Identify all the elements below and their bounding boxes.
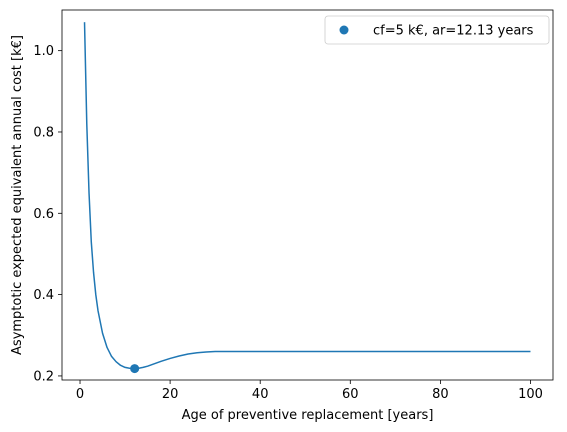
legend-marker <box>339 25 349 35</box>
x-tick-label: 60 <box>342 387 359 402</box>
x-tick-label: 0 <box>76 387 84 402</box>
plot-content <box>83 22 531 374</box>
legend-label: cf=5 k€, ar=12.13 years <box>373 24 534 39</box>
y-tick-label: 1.0 <box>33 44 54 59</box>
x-axis-ticks: 0 20 40 60 80 100 <box>76 380 543 402</box>
plot-frame <box>61 9 554 381</box>
y-tick-label: 0.2 <box>33 369 54 384</box>
x-tick-label: 40 <box>252 387 269 402</box>
y-axis-ticks: 0.2 0.4 0.6 0.8 1.0 <box>33 44 62 384</box>
legend: cf=5 k€, ar=12.13 years <box>324 15 550 45</box>
optimum-point <box>130 364 140 374</box>
y-tick-label: 0.6 <box>33 207 54 222</box>
x-tick-label: 100 <box>518 387 543 402</box>
y-tick-label: 0.8 <box>33 125 54 140</box>
y-tick-label: 0.4 <box>33 288 54 303</box>
x-tick-label: 20 <box>162 387 179 402</box>
legend-box <box>324 15 550 45</box>
x-axis-label: Age of preventive replacement [years] <box>182 408 434 423</box>
cost-curve-line <box>83 22 531 370</box>
x-tick-label: 80 <box>432 387 449 402</box>
y-axis-label: Asymptotic expected equivalent annual co… <box>10 35 25 355</box>
